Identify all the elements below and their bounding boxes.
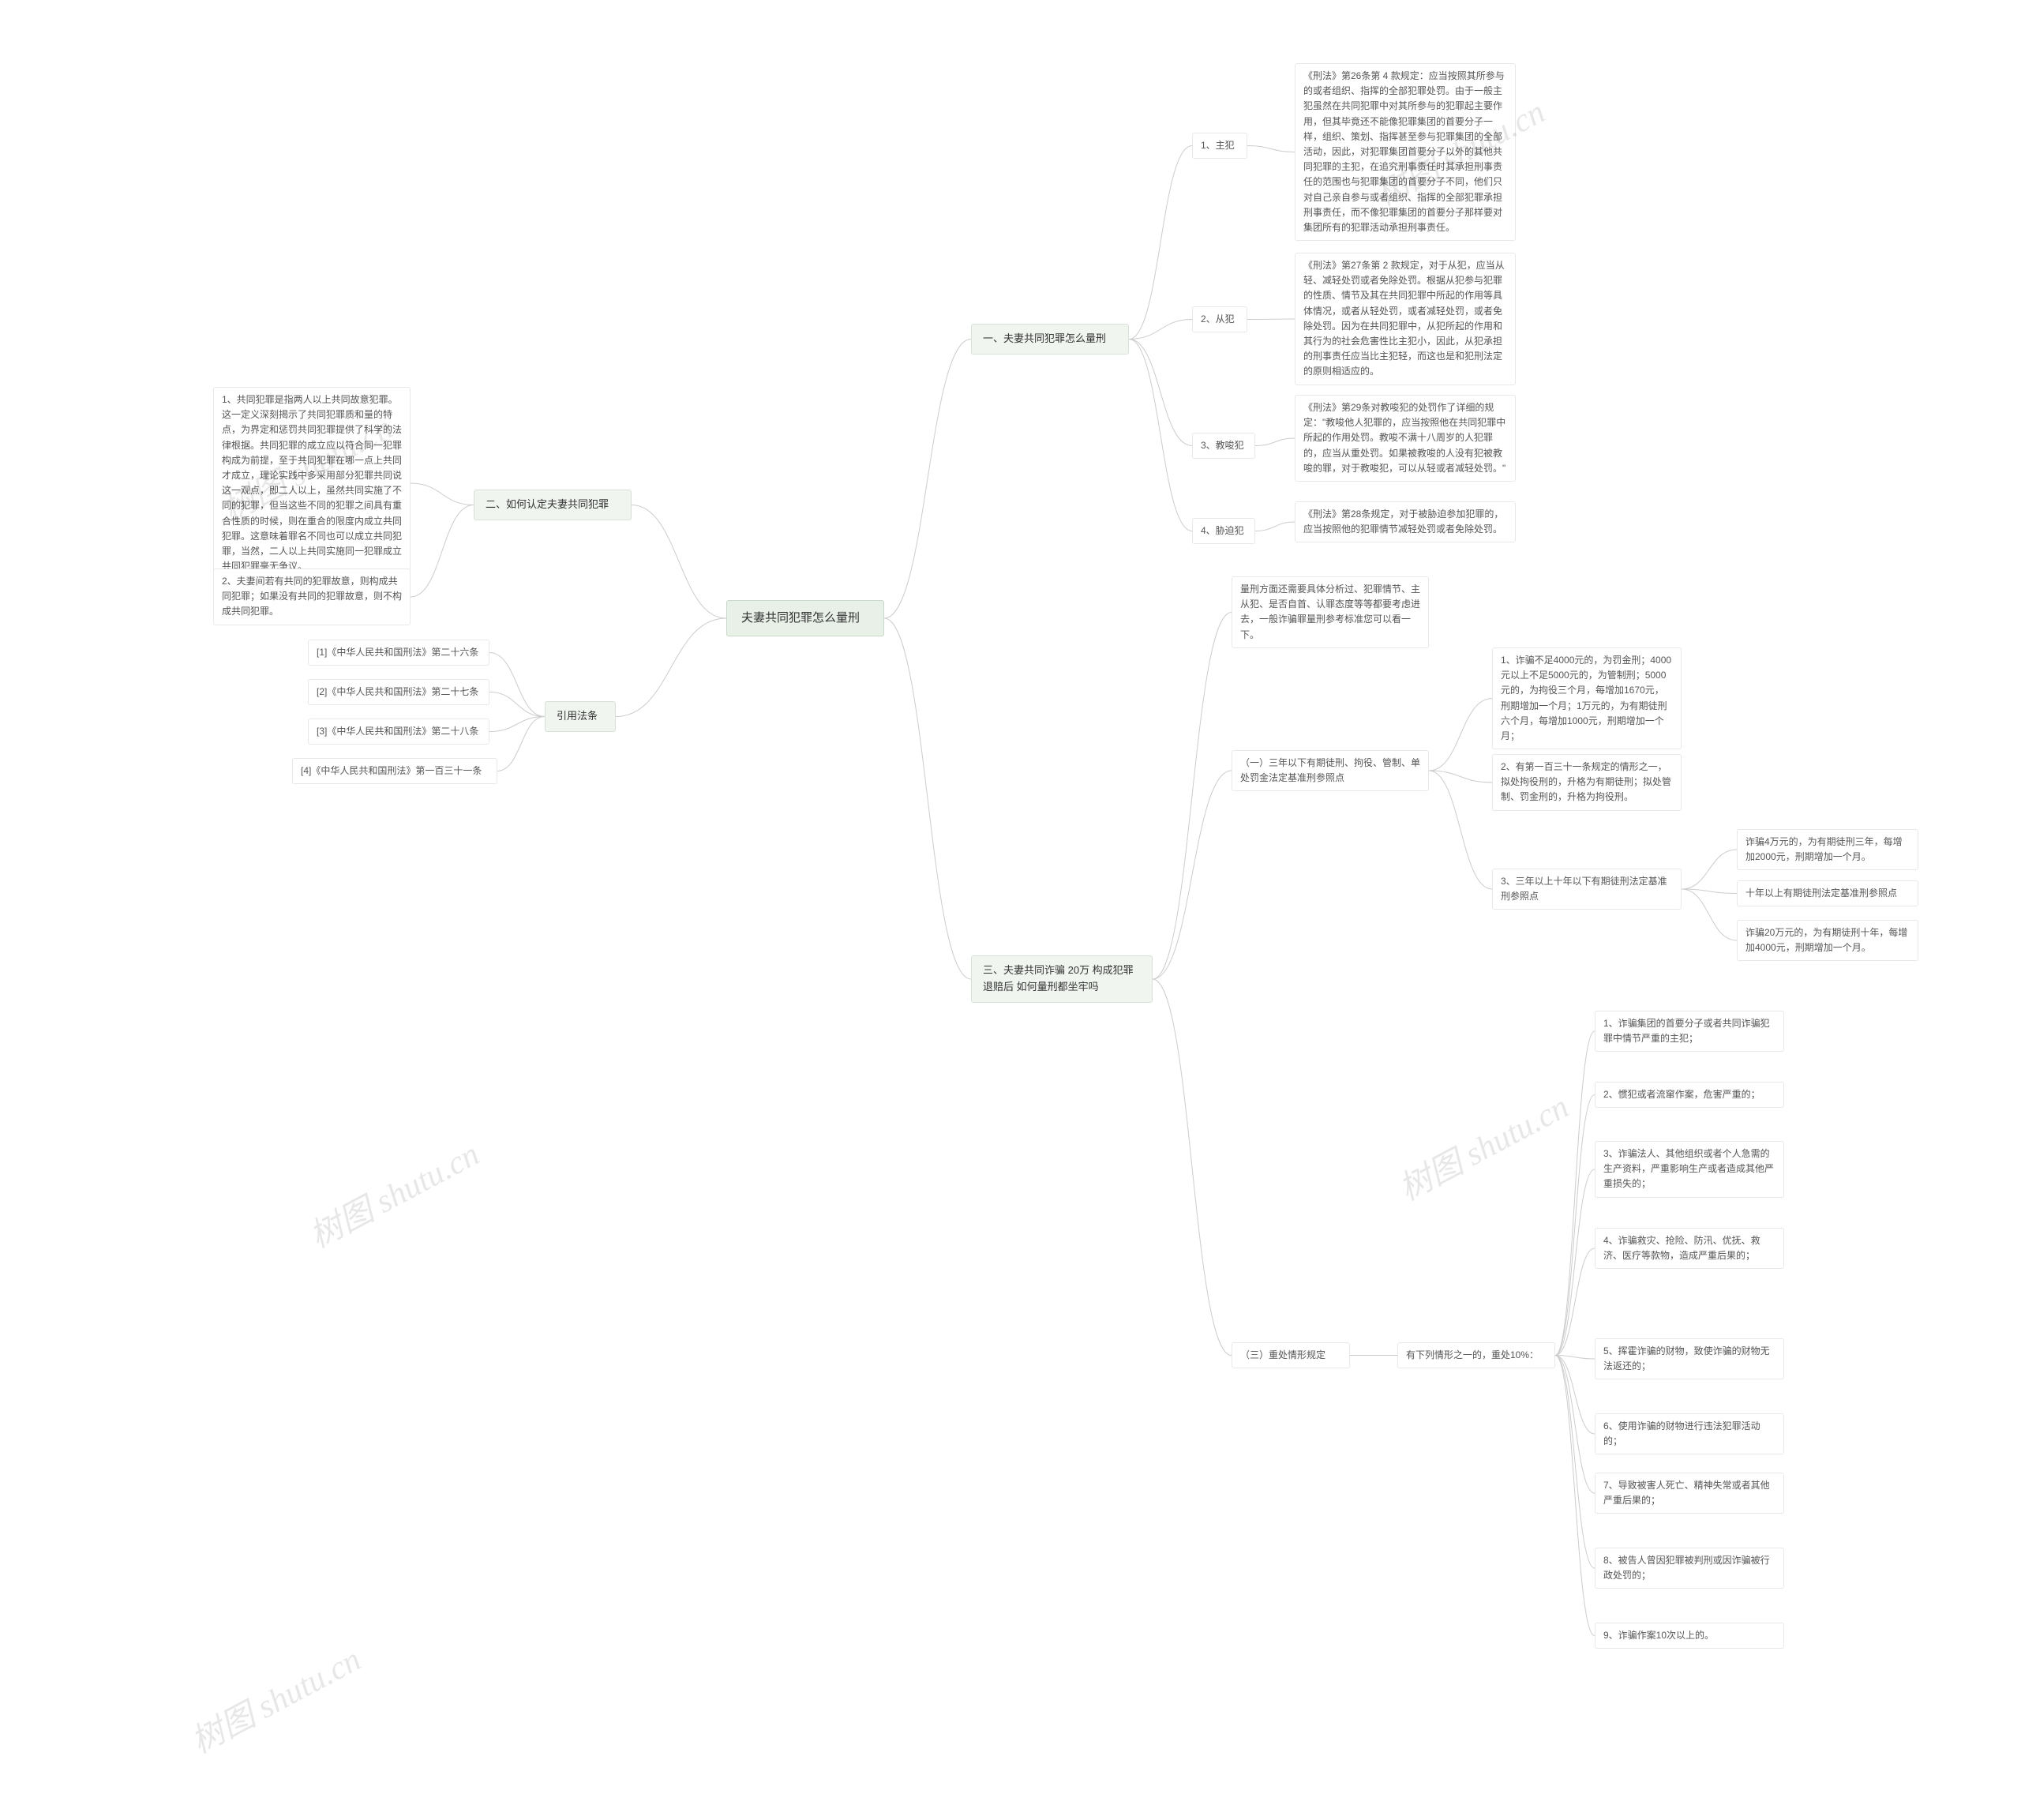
mindmap-node: 夫妻共同犯罪怎么量刑: [726, 600, 884, 636]
mindmap-node: 2、有第一百三十一条规定的情形之一，拟处拘役刑的，升格为有期徒刑；拟处管制、罚金…: [1492, 754, 1682, 811]
mindmap-node: [3]《中华人民共和国刑法》第二十八条: [308, 719, 489, 745]
mindmap-node: 诈骗20万元的，为有期徒刑十年，每增加4000元，刑期增加一个月。: [1737, 920, 1918, 961]
mindmap-node: 《刑法》第28条规定，对于被胁迫参加犯罪的，应当按照他的犯罪情节减轻处罚或者免除…: [1295, 501, 1516, 542]
watermark: 树图 shutu.cn: [299, 1128, 486, 1257]
mindmap-node: 2、从犯: [1192, 306, 1247, 332]
mindmap-node: 1、主犯: [1192, 133, 1247, 159]
mindmap-node: 《刑法》第29条对教唆犯的处罚作了详细的规定："教唆他人犯罪的，应当按照他在共同…: [1295, 395, 1516, 482]
mindmap-node: 量刑方面还需要具体分析过、犯罪情节、主从犯、是否自首、认罪态度等等都要考虑进去，…: [1232, 576, 1429, 648]
mindmap-node: 8、被告人曾因犯罪被判刑或因诈骗被行政处罚的；: [1595, 1548, 1784, 1589]
mindmap-node: 诈骗4万元的，为有期徒刑三年，每增加2000元，刑期增加一个月。: [1737, 829, 1918, 870]
mindmap-node: 1、诈骗不足4000元的，为罚金刑；4000元以上不足5000元的，为管制刑；5…: [1492, 647, 1682, 749]
mindmap-node: （一）三年以下有期徒刑、拘役、管制、单处罚金法定基准刑参照点: [1232, 750, 1429, 791]
mindmap-node: [4]《中华人民共和国刑法》第一百三十一条: [292, 758, 497, 784]
mindmap-node: 有下列情形之一的，重处10%：: [1397, 1342, 1555, 1368]
mindmap-node: 2、惯犯或者流窜作案，危害严重的；: [1595, 1082, 1784, 1108]
mindmap-node: 3、诈骗法人、其他组织或者个人急需的生产资料，严重影响生产或者造成其他严重损失的…: [1595, 1141, 1784, 1198]
mindmap-node: 7、导致被害人死亡、精神失常或者其他严重后果的；: [1595, 1473, 1784, 1514]
mindmap-node: 4、胁迫犯: [1192, 518, 1255, 544]
mindmap-node: 3、三年以上十年以下有期徒刑法定基准刑参照点: [1492, 869, 1682, 910]
mindmap-node: 三、夫妻共同诈骗 20万 构成犯罪 退赔后 如何量刑都坐牢吗: [971, 955, 1153, 1003]
watermark: 树图 shutu.cn: [181, 1633, 368, 1762]
watermark: 树图 shutu.cn: [1389, 1080, 1576, 1210]
mindmap-node: [1]《中华人民共和国刑法》第二十六条: [308, 640, 489, 666]
mindmap-node: 引用法条: [545, 701, 616, 732]
mindmap-node: 十年以上有期徒刑法定基准刑参照点: [1737, 880, 1918, 906]
mindmap-node: 6、使用诈骗的财物进行违法犯罪活动的；: [1595, 1413, 1784, 1454]
mindmap-node: [2]《中华人民共和国刑法》第二十七条: [308, 679, 489, 705]
mindmap-node: （三）重处情形规定: [1232, 1342, 1350, 1368]
mindmap-node: 3、教唆犯: [1192, 433, 1255, 459]
mindmap-node: 一、夫妻共同犯罪怎么量刑: [971, 324, 1129, 355]
mindmap-node: 《刑法》第27条第 2 款规定，对于从犯，应当从轻、减轻处罚或者免除处罚。根据从…: [1295, 253, 1516, 385]
mindmap-node: 1、共同犯罪是指两人以上共同故意犯罪。这一定义深刻揭示了共同犯罪质和量的特点，为…: [213, 387, 411, 580]
mindmap-node: 二、如何认定夫妻共同犯罪: [474, 490, 632, 520]
mindmap-node: 2、夫妻间若有共同的犯罪故意，则构成共同犯罪；如果没有共同的犯罪故意，则不构成共…: [213, 569, 411, 625]
mindmap-node: 4、诈骗救灾、抢险、防汛、优抚、救济、医疗等款物，造成严重后果的；: [1595, 1228, 1784, 1269]
mindmap-node: 1、诈骗集团的首要分子或者共同诈骗犯罪中情节严重的主犯；: [1595, 1011, 1784, 1052]
mindmap-node: 9、诈骗作案10次以上的。: [1595, 1623, 1784, 1649]
mindmap-node: 5、挥霍诈骗的财物，致使诈骗的财物无法返还的；: [1595, 1338, 1784, 1379]
mindmap-node: 《刑法》第26条第 4 款规定：应当按照其所参与的或者组织、指挥的全部犯罪处罚。…: [1295, 63, 1516, 241]
